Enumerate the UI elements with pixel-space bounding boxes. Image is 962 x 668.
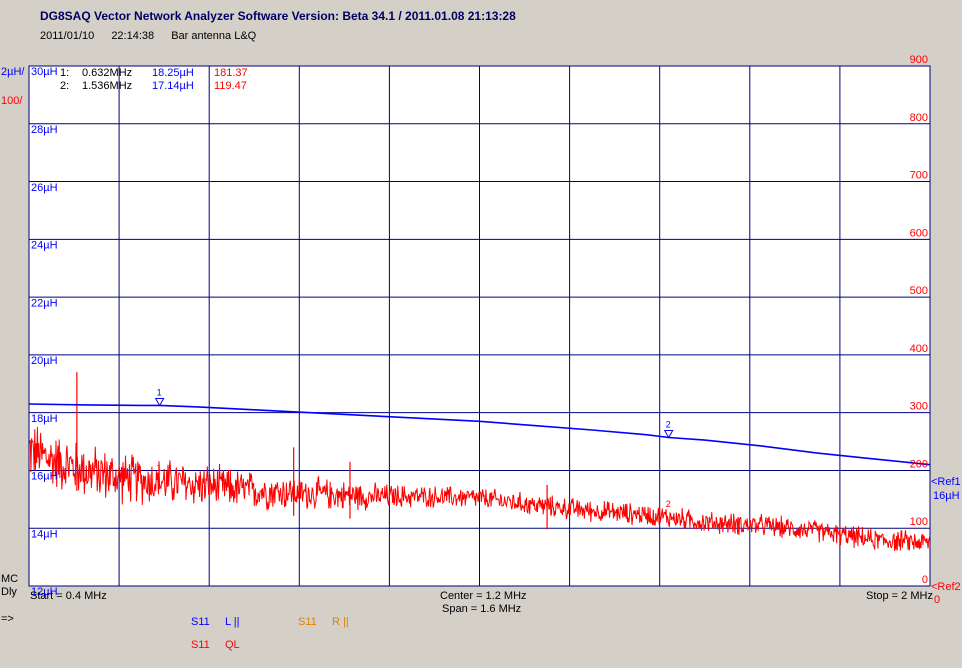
legend-q-param[interactable]: S11 bbox=[191, 639, 210, 651]
ref2-value: 0 bbox=[934, 594, 941, 606]
app-title: DG8SAQ Vector Network Analyzer Software … bbox=[40, 9, 516, 23]
left-axis-tick-label: 12µH bbox=[31, 586, 58, 598]
right-axis-tick-label: 300 bbox=[910, 401, 928, 413]
right-axis-tick-label: 200 bbox=[910, 458, 928, 470]
legend-l-param[interactable]: S11 bbox=[191, 616, 210, 628]
left-axis-tick-label: 18µH bbox=[31, 413, 58, 425]
ref1-label[interactable]: <Ref1 bbox=[931, 476, 961, 488]
legend-r-name[interactable]: R || bbox=[332, 616, 349, 628]
start-frequency[interactable]: Start = 0.4 MHz bbox=[30, 590, 107, 602]
right-axis-tick-label: 500 bbox=[910, 285, 928, 297]
left-axis-tick-label: 30µH bbox=[31, 66, 58, 78]
left-axis-tick-label: 24µH bbox=[31, 240, 58, 252]
legend-r-param[interactable]: S11 bbox=[298, 616, 317, 628]
ref2-label[interactable]: <Ref2 bbox=[931, 581, 961, 593]
marker-triangle bbox=[154, 397, 165, 407]
marker-label: 1 bbox=[157, 463, 162, 473]
mode-dly[interactable]: Dly bbox=[1, 586, 17, 598]
measurement-info: 2011/01/10 22:14:38 Bar antenna L&Q bbox=[40, 30, 270, 42]
marker-index: 1: bbox=[60, 67, 70, 79]
measurement-time: 22:14:38 bbox=[111, 30, 155, 42]
marker-q-value: 119.47 bbox=[214, 80, 247, 92]
marker-l-value: 18.25µH bbox=[152, 67, 194, 79]
marker-label: 2 bbox=[666, 499, 671, 509]
measurement-date: 2011/01/10 bbox=[40, 30, 95, 42]
left-axis-tick-label: 22µH bbox=[31, 297, 58, 309]
right-unit-label: 100/ bbox=[1, 95, 23, 107]
plot-frame bbox=[28, 65, 931, 587]
tick-label-group: 30µH 28µH 26µH 24µH 22µH 20µH 18µH 16µH 14µH 12µH… bbox=[31, 54, 928, 598]
left-axis-tick-label: 20µH bbox=[31, 355, 58, 367]
legend-q-name[interactable]: QL bbox=[225, 639, 240, 651]
right-axis-tick-label: 800 bbox=[910, 112, 928, 124]
right-axis-tick-label: 400 bbox=[910, 343, 928, 355]
right-axis-tick-label: 600 bbox=[910, 227, 928, 239]
marker-triangle bbox=[663, 430, 674, 439]
left-axis-tick-label: 26µH bbox=[31, 182, 58, 194]
marker-index: 2: bbox=[60, 80, 70, 92]
left-axis-tick-label: 14µH bbox=[31, 528, 58, 540]
ref1-value: 16µH bbox=[933, 490, 960, 502]
marker-row-1: 1: 0.632MHz 18.25µH 181.37 bbox=[60, 67, 248, 79]
marker-freq: 1.536MHz bbox=[82, 80, 133, 92]
right-axis-tick-label: 900 bbox=[910, 54, 928, 66]
span-frequency[interactable]: Span = 1.6 MHz bbox=[442, 603, 522, 615]
right-axis-tick-label: 100 bbox=[910, 516, 928, 528]
marker-freq: 0.632MHz bbox=[82, 67, 133, 79]
left-axis-tick-label: 16µH bbox=[31, 471, 58, 483]
marker-group: 1 2 1 2 bbox=[154, 387, 674, 509]
right-axis-tick-label: 700 bbox=[910, 170, 928, 182]
marker-row-2: 2: 1.536MHz 17.14µH 119.47 bbox=[60, 80, 247, 92]
marker-label: 2 bbox=[666, 420, 671, 430]
expand-arrow[interactable]: => bbox=[1, 613, 14, 625]
q-trace bbox=[28, 426, 931, 551]
left-unit-label: 2µH/ bbox=[1, 66, 25, 78]
stop-frequency[interactable]: Stop = 2 MHz bbox=[866, 590, 933, 602]
center-frequency[interactable]: Center = 1.2 MHz bbox=[440, 590, 527, 602]
right-axis-tick-label: 0 bbox=[922, 574, 928, 586]
measurement-name: Bar antenna L&Q bbox=[171, 30, 257, 42]
q-trace-group bbox=[28, 372, 931, 551]
left-axis-tick-label: 28µH bbox=[31, 124, 58, 136]
marker-q-value: 181.37 bbox=[214, 67, 248, 79]
marker-label: 1 bbox=[157, 387, 162, 397]
mode-mc[interactable]: MC bbox=[1, 573, 19, 585]
marker-l-value: 17.14µH bbox=[152, 80, 194, 92]
legend-l-name[interactable]: L || bbox=[225, 616, 240, 628]
